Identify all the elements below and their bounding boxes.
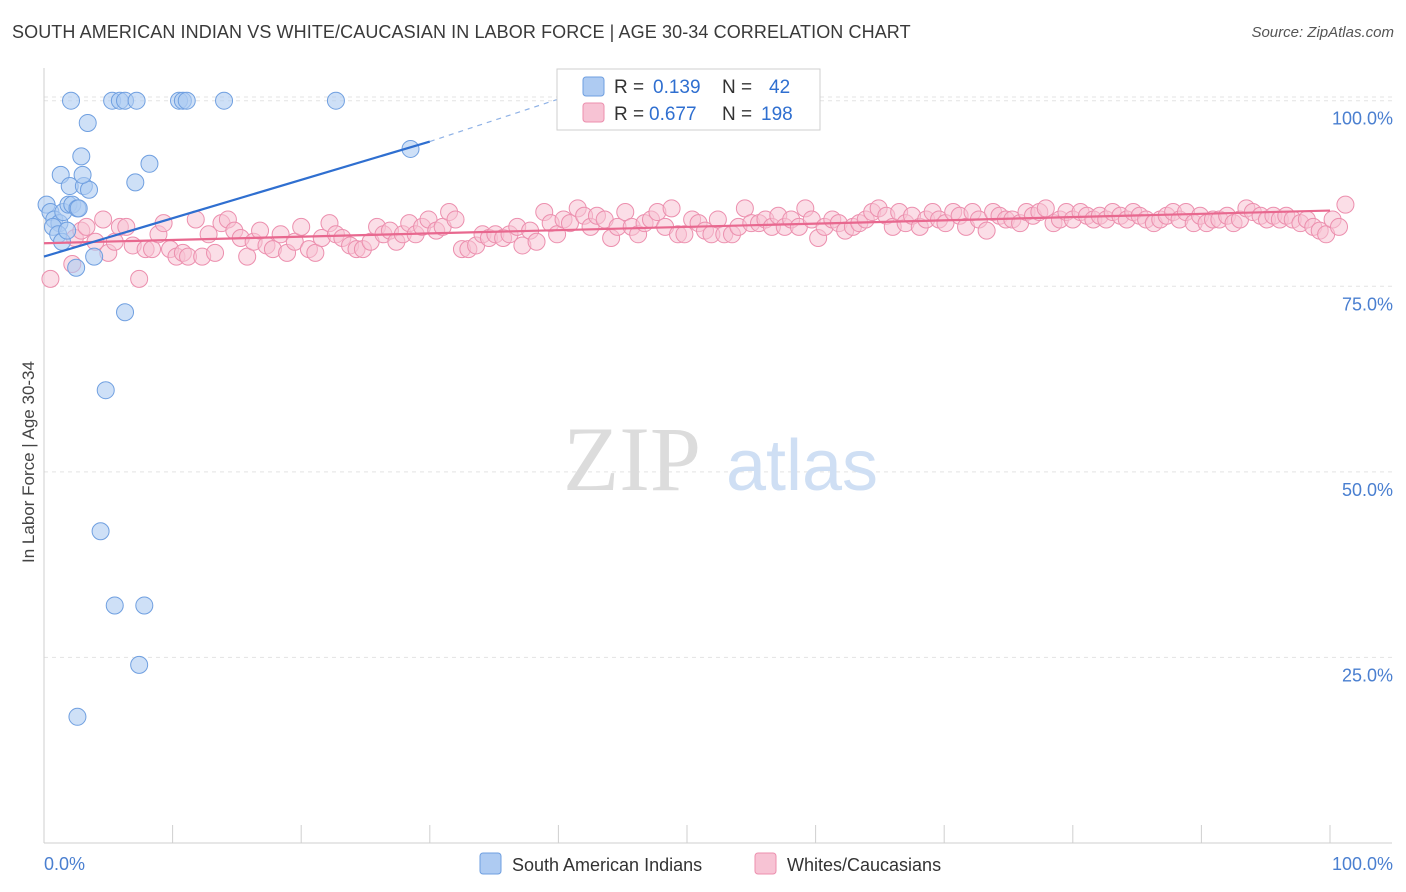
white-caucasian-point-4 bbox=[77, 217, 96, 236]
chart-title: SOUTH AMERICAN INDIAN VS WHITE/CAUCASIAN… bbox=[12, 22, 911, 42]
south-american-indian-point-31 bbox=[126, 173, 145, 192]
white-caucasian-point-99 bbox=[708, 210, 727, 229]
south-american-indian-point-24 bbox=[127, 91, 146, 110]
south-american-indian-point-35 bbox=[116, 303, 135, 322]
south-american-indian-point-20 bbox=[62, 91, 81, 110]
y-tick-label-2: 75.0% bbox=[1342, 294, 1393, 314]
watermark-atlas: atlas bbox=[726, 426, 878, 506]
stats-n-label-2: N = bbox=[722, 104, 752, 125]
white-caucasian-point-85 bbox=[616, 203, 635, 222]
whites-caucasians-points bbox=[41, 195, 1355, 288]
white-caucasian-point-72 bbox=[527, 232, 546, 251]
south-american-indian-point-40 bbox=[130, 655, 149, 674]
watermark-zip: ZIP bbox=[563, 408, 701, 510]
south-american-indian-point-30 bbox=[140, 154, 159, 173]
white-caucasian-point-77 bbox=[560, 214, 579, 233]
whites-caucasians-trend-line bbox=[43, 209, 1331, 245]
stats-n-value-2: 198 bbox=[761, 104, 793, 125]
y-tick-labels: 25.0% 50.0% 75.0% 100.0% bbox=[1332, 109, 1393, 686]
south-american-indian-point-18 bbox=[72, 147, 91, 166]
x-tick-label-0: 0.0% bbox=[44, 854, 85, 874]
legend-label-whites-caucasians: Whites/Caucasians bbox=[787, 855, 941, 875]
white-caucasian-point-148 bbox=[1036, 199, 1055, 218]
legend-swatch-whites-caucasians bbox=[754, 852, 777, 875]
white-caucasian-point-39 bbox=[306, 243, 325, 262]
stats-swatch-blue bbox=[582, 76, 605, 97]
south-american-indian-point-41 bbox=[68, 707, 87, 726]
axes bbox=[43, 68, 1392, 844]
white-caucasian-point-31 bbox=[251, 221, 270, 240]
white-caucasian-point-34 bbox=[271, 225, 290, 244]
trend-lines bbox=[43, 96, 1331, 258]
stats-swatch-pink bbox=[582, 102, 605, 123]
stats-n-value-1: 42 bbox=[769, 77, 790, 98]
stats-n-label-1: N = bbox=[722, 77, 752, 98]
south-american-indian-point-27 bbox=[177, 91, 196, 110]
legend: South American Indians Whites/Caucasians bbox=[479, 852, 941, 875]
south-american-indians-trend-extension bbox=[429, 96, 566, 143]
stats-box: R = 0.139 N = 42 R = 0.677 N = 198 bbox=[556, 68, 821, 131]
white-caucasian-point-103 bbox=[735, 199, 754, 218]
south-american-indian-point-34 bbox=[67, 258, 86, 277]
south-american-indian-point-36 bbox=[96, 381, 115, 400]
white-caucasian-point-0 bbox=[41, 269, 60, 288]
white-caucasian-point-29 bbox=[238, 247, 257, 266]
south-american-indian-point-38 bbox=[105, 596, 124, 615]
south-american-indian-point-37 bbox=[91, 522, 110, 541]
south-american-indian-point-12 bbox=[69, 199, 88, 218]
stats-r-value-2: 0.677 bbox=[649, 104, 697, 125]
south-american-indian-point-33 bbox=[85, 247, 104, 266]
x-tick-label-1: 100.0% bbox=[1332, 854, 1393, 874]
south-american-indian-point-29 bbox=[326, 91, 345, 110]
white-caucasian-point-60 bbox=[446, 210, 465, 229]
white-caucasian-point-37 bbox=[292, 217, 311, 236]
white-caucasian-point-193 bbox=[1336, 195, 1355, 214]
white-caucasian-point-139 bbox=[977, 221, 996, 240]
stats-r-label-2: R = bbox=[614, 104, 644, 125]
south-american-indian-point-19 bbox=[78, 113, 97, 132]
legend-swatch-south-american-indians bbox=[479, 852, 502, 875]
white-caucasian-point-6 bbox=[94, 210, 113, 229]
white-caucasian-point-94 bbox=[675, 225, 694, 244]
legend-label-south-american-indians: South American Indians bbox=[512, 855, 702, 875]
south-american-indian-point-28 bbox=[215, 91, 234, 110]
stats-r-label-1: R = bbox=[614, 77, 644, 98]
white-caucasian-point-192 bbox=[1330, 217, 1349, 236]
x-tick-labels: 0.0% 100.0% bbox=[44, 854, 1393, 874]
south-american-indian-point-17 bbox=[73, 165, 92, 184]
south-american-indian-point-39 bbox=[135, 596, 154, 615]
white-caucasian-point-24 bbox=[206, 243, 225, 262]
source-label: Source: ZipAtlas.com bbox=[1251, 24, 1394, 41]
gridlines bbox=[44, 96, 1392, 658]
stats-r-value-1: 0.139 bbox=[653, 77, 701, 98]
south-american-indian-point-16 bbox=[80, 180, 99, 199]
white-caucasian-point-12 bbox=[130, 269, 149, 288]
y-axis-title: In Labor Force | Age 30-34 bbox=[19, 361, 38, 563]
watermark: ZIP atlas bbox=[563, 408, 878, 510]
south-american-indians-trend-line bbox=[43, 140, 431, 258]
south-american-indians-points bbox=[37, 91, 420, 726]
y-tick-label-0: 25.0% bbox=[1342, 665, 1393, 685]
y-tick-label-1: 50.0% bbox=[1342, 480, 1393, 500]
white-caucasian-point-92 bbox=[662, 199, 681, 218]
south-american-indian-point-8 bbox=[58, 221, 77, 240]
y-tick-label-3: 100.0% bbox=[1332, 109, 1393, 129]
